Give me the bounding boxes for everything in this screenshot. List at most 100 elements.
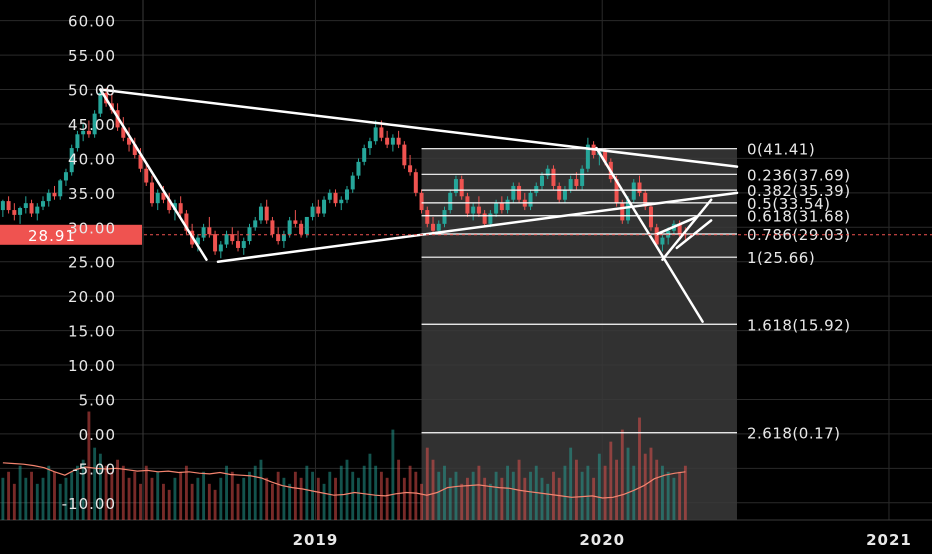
candle-body	[339, 199, 344, 204]
candle-body	[534, 185, 539, 193]
volume-bar	[586, 465, 590, 520]
candle-body	[132, 144, 137, 155]
y-axis-tick-label: 55.00	[68, 47, 116, 65]
fibonacci-level-label: 0.382(35.39)	[747, 182, 851, 200]
candle-body	[385, 137, 390, 145]
x-axis[interactable]: 2019 2020 2021	[293, 531, 912, 549]
candle-body	[35, 206, 40, 214]
volume-bar	[316, 477, 320, 520]
volume-bar	[225, 465, 228, 520]
y-axis-tick-label: 60.00	[68, 13, 116, 31]
volume-bar	[540, 477, 544, 520]
y-axis-tick-label: 35.00	[68, 185, 116, 203]
y-axis[interactable]: 60.00 55.00 50.00 45.00 40.00 35.00 30.00 25.00…	[62, 13, 116, 513]
volume-bar	[305, 465, 309, 520]
volume-bar	[483, 477, 487, 520]
volume-bar	[523, 477, 527, 520]
volume-bar	[219, 477, 223, 520]
fibonacci-levels[interactable]: 0(41.41) 0.236(37.69)0.382(35.39)0.5(33.5…	[421, 141, 851, 443]
volume-bar	[661, 465, 664, 520]
candle-body	[304, 216, 309, 235]
candle-body	[322, 199, 327, 214]
volume-bar	[30, 471, 33, 520]
trendline	[216, 191, 739, 263]
candle-body	[213, 234, 218, 252]
candle-body	[562, 189, 567, 200]
fibonacci-level-label: 0.236(37.69)	[747, 166, 851, 184]
trendlines[interactable]	[99, 88, 739, 323]
candle-body	[631, 182, 636, 200]
candle-body	[155, 192, 160, 204]
volume-bar	[357, 477, 360, 520]
volume-bar	[592, 477, 596, 520]
volume-ma-line	[2, 462, 686, 499]
x-axis-tick-label: 2019	[293, 531, 339, 549]
volume-bar	[58, 483, 62, 520]
volume-bar	[397, 459, 401, 520]
volume-bar	[529, 471, 532, 520]
candle-body	[568, 179, 573, 190]
candle-body	[333, 192, 338, 204]
candle-body	[58, 180, 63, 197]
volume-bar	[24, 477, 28, 520]
trendline	[661, 198, 713, 261]
candle-body	[178, 203, 183, 214]
candle-body	[402, 144, 407, 166]
candle-body	[551, 168, 556, 186]
volume-bar	[288, 483, 292, 520]
volume-bar	[299, 477, 303, 520]
volume-bar	[374, 465, 378, 520]
candle-body	[344, 189, 349, 200]
candle-body	[539, 175, 545, 186]
candle-body	[637, 182, 642, 193]
candle-body	[648, 206, 653, 228]
candle-body	[574, 179, 579, 186]
volume-bar	[385, 477, 389, 520]
candle-body	[98, 92, 103, 114]
candle-body	[459, 179, 464, 197]
candle-body	[436, 223, 441, 231]
candle-body	[614, 179, 619, 204]
current-price-line: 28.91	[0, 224, 932, 245]
candle-body	[46, 192, 51, 202]
candle-body	[127, 137, 132, 145]
volume-bar	[127, 477, 131, 520]
volume-bar	[12, 483, 16, 520]
candle-body	[149, 182, 154, 204]
candle-body	[218, 244, 223, 252]
candle-body	[6, 201, 11, 211]
volume-bar	[1, 477, 5, 520]
candle-body	[18, 208, 23, 215]
volume-bar	[460, 483, 464, 520]
candle-body	[390, 137, 395, 145]
volume-bar	[638, 417, 641, 520]
volume-bar	[500, 477, 504, 520]
volume-bar	[207, 483, 211, 520]
candle-body	[276, 234, 281, 242]
candle-body	[465, 196, 470, 214]
volume-bar	[678, 471, 682, 520]
candle-body	[654, 227, 659, 245]
candle-body	[511, 185, 516, 200]
y-axis-tick-label: 45.00	[68, 116, 116, 134]
candle-body	[0, 201, 5, 211]
y-axis-tick-label: 20.00	[68, 288, 116, 306]
candle-body	[287, 220, 292, 235]
candle-body	[408, 165, 413, 173]
candle-body	[63, 172, 68, 181]
candle-body	[92, 113, 97, 135]
volume-bar	[437, 471, 441, 520]
fibonacci-level-label: 0.618(31.68)	[747, 208, 851, 226]
candle-body	[580, 168, 585, 186]
candle-body	[12, 210, 17, 215]
candle-body	[425, 210, 430, 224]
volume-bar	[41, 477, 45, 520]
volume-bar	[477, 465, 481, 520]
volume-bar	[259, 459, 263, 520]
trendline	[655, 215, 699, 236]
y-axis-tick-label: -10.00	[62, 495, 116, 513]
candle-body	[499, 203, 504, 211]
volume-bar	[276, 471, 280, 520]
